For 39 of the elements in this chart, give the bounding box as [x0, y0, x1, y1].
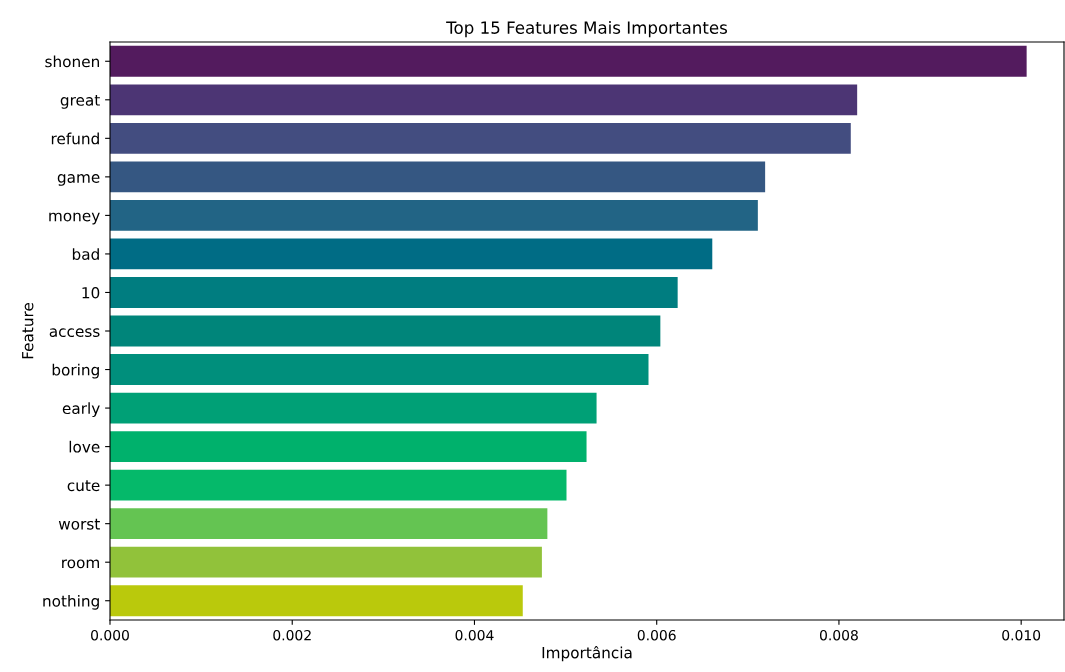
bar	[110, 354, 649, 385]
y-tick-label: 10	[82, 286, 100, 299]
y-tick-label: worst	[58, 518, 100, 530]
x-tick-label: 0.006	[637, 629, 676, 641]
x-tick-label: 0.008	[819, 629, 858, 641]
y-tick-label: refund	[51, 132, 99, 145]
bar	[110, 546, 542, 578]
bar	[110, 392, 597, 424]
x-tick-label: 0.002	[273, 629, 311, 641]
bar	[110, 238, 713, 270]
bar	[110, 45, 1027, 77]
bar	[110, 585, 523, 617]
bar	[110, 277, 678, 308]
y-tick-label: early	[62, 402, 100, 418]
bar	[110, 469, 567, 501]
bar	[110, 122, 851, 154]
chart-title: Top 15 Features Mais Importantes	[446, 21, 728, 38]
y-tick-label: cute	[67, 480, 100, 492]
bar	[110, 84, 858, 116]
y-axis-title: Feature	[22, 302, 34, 359]
bar	[110, 199, 758, 231]
y-tick-label: room	[62, 559, 99, 569]
y-tick-label: game	[57, 174, 100, 186]
bar	[110, 161, 766, 193]
y-tick-label: access	[49, 328, 100, 338]
x-tick-label: 0.000	[91, 629, 129, 641]
y-tick-label: money	[49, 212, 100, 225]
y-tick-label: love	[69, 440, 100, 453]
y-tick-label: shonen	[45, 55, 99, 68]
bar	[110, 431, 587, 463]
bar	[110, 508, 548, 540]
x-tick-label: 0.004	[455, 629, 494, 641]
y-tick-label: bad	[72, 248, 99, 260]
bar	[110, 315, 661, 347]
y-tick-label: great	[60, 94, 100, 109]
y-tick-label: boring	[52, 363, 99, 379]
x-tick-label: 0.010	[1002, 629, 1041, 641]
x-axis-title: Importância	[542, 645, 632, 662]
y-tick-label: nothing	[43, 594, 99, 610]
